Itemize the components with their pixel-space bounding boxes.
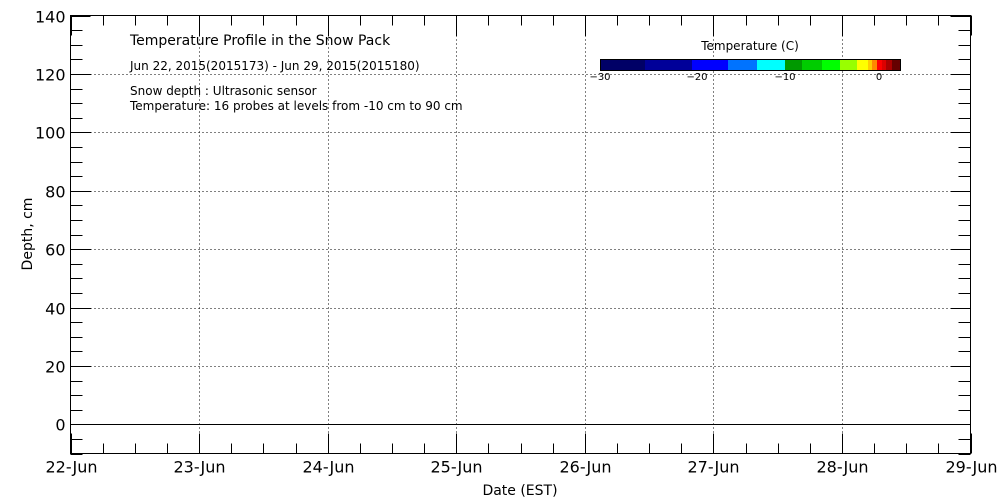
colorbar-tick-label: 0 <box>876 72 882 83</box>
colorbar-swatch <box>892 59 900 70</box>
chart-title: Temperature Profile in the Snow Pack <box>129 33 391 49</box>
y-tick-label: 20 <box>45 358 65 377</box>
x-tick-label: 24-Jun <box>302 458 354 477</box>
y-tick-label: 140 <box>35 8 66 27</box>
colorbar-swatch <box>822 59 840 70</box>
colorbar-swatch <box>728 59 757 70</box>
note-snow-depth: Snow depth : Ultrasonic sensor <box>130 84 317 98</box>
colorbar-swatch <box>645 59 692 70</box>
grid <box>70 15 971 454</box>
x-tick-label: 27-Jun <box>687 458 739 477</box>
plot-frame <box>70 15 971 454</box>
colorbar-swatch <box>882 59 886 70</box>
x-tick-label: 23-Jun <box>173 458 225 477</box>
x-tick-label: 28-Jun <box>816 458 868 477</box>
x-tick-label: 26-Jun <box>559 458 611 477</box>
colorbar-swatch <box>692 59 728 70</box>
colorbar-swatch <box>886 59 892 70</box>
colorbar-swatch <box>802 59 822 70</box>
colorbar-swatch <box>868 59 872 70</box>
colorbar-tick-label: −30 <box>589 72 610 83</box>
y-tick-label: 100 <box>35 124 66 143</box>
y-tick-label: 60 <box>45 241 65 260</box>
colorbar-tick-label: −10 <box>774 72 795 83</box>
colorbar-swatch <box>600 59 645 70</box>
colorbar-swatch <box>857 59 868 70</box>
axis-ticks <box>70 15 972 455</box>
x-tick-label: 29-Jun <box>945 458 997 477</box>
x-tick-labels: 22-Jun 23-Jun 24-Jun 25-Jun 26-Jun 27-Jun 28-J… <box>45 458 997 477</box>
colorbar-swatch <box>757 59 785 70</box>
y-tick-labels: 0 20 40 60 80 100 120 140 <box>35 8 66 435</box>
y-axis-label: Depth, cm <box>20 198 36 271</box>
y-tick-label: 120 <box>35 66 66 85</box>
colorbar-swatch <box>785 59 802 70</box>
colorbar-swatch <box>872 59 877 70</box>
colorbar-swatch <box>840 59 857 70</box>
x-tick-label: 22-Jun <box>45 458 97 477</box>
note-temperature: Temperature: 16 probes at levels from -1… <box>129 99 463 113</box>
colorbar-title: Temperature (C) <box>700 39 799 53</box>
chart-subtitle: Jun 22, 2015(2015173) - Jun 29, 2015(201… <box>129 59 420 73</box>
colorbar-swatch <box>877 59 882 70</box>
x-tick-label: 25-Jun <box>430 458 482 477</box>
colorbar: −30 −20 −10 0 <box>589 59 901 83</box>
y-tick-label: 0 <box>55 416 65 435</box>
colorbar-tick-label: −20 <box>686 72 707 83</box>
y-tick-label: 80 <box>45 183 65 202</box>
colorbar-frame <box>600 59 901 71</box>
y-tick-label: 40 <box>45 300 65 319</box>
x-axis-label: Date (EST) <box>482 483 557 499</box>
